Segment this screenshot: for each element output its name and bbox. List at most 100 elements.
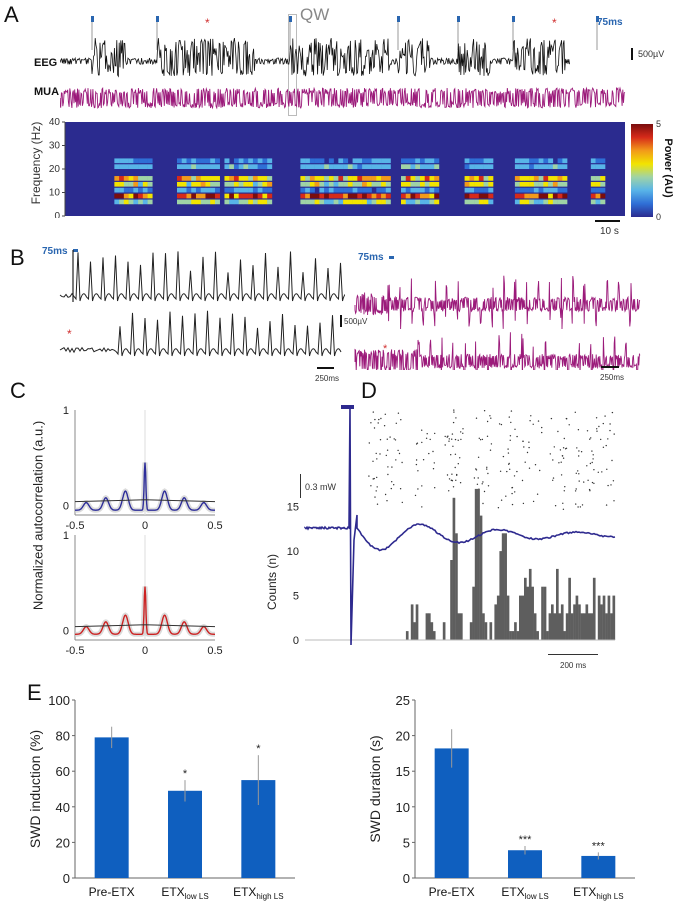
time-scale-label-b-left: 250ms	[315, 374, 340, 383]
e-ytick-label: 60	[56, 764, 70, 779]
raster-spike	[375, 490, 377, 492]
spectrogram-cell	[119, 199, 125, 205]
histogram-bar	[600, 604, 603, 640]
raster-spike	[386, 438, 388, 440]
spectrogram-cell	[238, 181, 244, 187]
spectrogram-cell	[205, 164, 211, 169]
spectrogram-cell	[548, 187, 554, 193]
spectrogram-cell	[309, 181, 315, 187]
spectrogram-cell	[262, 181, 268, 187]
spectrogram-cell	[376, 193, 382, 199]
histogram-bar	[533, 613, 537, 640]
spectrogram-cell	[257, 158, 263, 164]
spectrogram-cell	[347, 164, 353, 169]
spectrogram-cell	[548, 164, 554, 169]
raster-spike	[489, 415, 491, 417]
spectrogram-cell	[429, 193, 435, 199]
histogram-bar	[587, 613, 591, 640]
raster-spike	[507, 452, 510, 454]
spectrogram-cell	[338, 181, 344, 187]
spectrogram-cell	[401, 193, 406, 199]
spectrogram-cell	[195, 181, 201, 187]
spectrogram-cell	[328, 181, 334, 187]
spectrogram-cell	[590, 164, 596, 169]
raster-spike	[588, 488, 591, 491]
e-ytick-label: 20	[396, 729, 410, 744]
spectrogram-cell	[474, 164, 480, 169]
spectrogram-cell	[347, 176, 353, 181]
spectrogram-cell	[478, 199, 484, 205]
spectrogram-cell	[333, 181, 339, 187]
spectrogram-cell	[557, 199, 563, 205]
spectrogram-cell	[419, 181, 425, 187]
spectrogram-cell	[488, 193, 494, 199]
raster-spike	[549, 453, 551, 455]
time-scalebar-b-left	[317, 367, 334, 369]
spectrogram-cell	[229, 187, 235, 193]
spectrogram-cell	[483, 158, 489, 164]
e-category-label: ETXhigh LS	[573, 885, 623, 901]
spectrogram-cell	[224, 199, 230, 205]
spectrogram-cell	[376, 164, 382, 169]
spectrogram-cell	[478, 158, 484, 164]
histogram-bar	[546, 631, 549, 640]
d-ytick-label: 0	[293, 635, 299, 647]
spectrogram-cell	[533, 193, 539, 199]
raster-spike	[370, 422, 372, 424]
c-xtick-label: 0	[142, 645, 148, 657]
raster-spike	[593, 469, 595, 471]
spectrogram-cell	[595, 199, 601, 205]
raster-spike	[386, 500, 388, 502]
stim-marker-b-right	[389, 256, 394, 259]
spectrogram-cell	[138, 199, 144, 205]
spectrogram-cell	[319, 199, 325, 205]
raster-spike	[578, 455, 580, 457]
spectrogram-cell	[595, 181, 601, 187]
spectrogram-cell	[419, 187, 425, 193]
spectrogram-cell	[405, 164, 411, 169]
raster-spike	[451, 473, 453, 475]
spectrogram-cell	[469, 181, 475, 187]
spectrogram-cell	[338, 176, 344, 181]
raster-spike	[372, 411, 374, 413]
raster-spike	[421, 441, 423, 444]
raster-spike	[607, 438, 609, 440]
raster-spike	[401, 461, 403, 464]
spectrogram-cell	[305, 193, 311, 199]
swd-duration-chart: 0 5 10 15 20 25 SWD duration (s) Pre-ETX *** ETXl…	[367, 693, 635, 901]
histogram-bar	[524, 577, 527, 640]
raster-spike	[429, 438, 431, 441]
spectrogram-cell	[238, 158, 244, 164]
raster-spike	[566, 418, 568, 420]
qw-label: QW	[300, 5, 330, 24]
spectrogram-cell	[181, 187, 187, 193]
histogram-bar	[526, 586, 530, 640]
spectrogram-cell	[177, 187, 182, 193]
histogram-bar	[457, 613, 461, 640]
spectrogram-cell	[319, 193, 325, 199]
spectrogram-cell	[305, 199, 311, 205]
ytick-label: 40	[49, 118, 61, 128]
histogram-bar	[568, 577, 571, 640]
spectrogram-cell	[464, 164, 470, 169]
spectrogram-cell	[114, 158, 120, 164]
spectrogram-cell	[533, 199, 539, 205]
histogram-bar	[489, 622, 493, 640]
raster-spike	[398, 452, 401, 455]
e-category-subscript: low LS	[525, 892, 549, 901]
raster-spike	[604, 415, 606, 417]
spectrogram-cell	[319, 181, 325, 187]
spectrogram-cell	[314, 181, 320, 187]
raster-spike	[565, 447, 568, 449]
spectrogram-cell	[548, 193, 554, 199]
spectrogram-cell	[324, 176, 330, 181]
time-scale-label: 10 s	[600, 226, 619, 237]
spectrogram-cell	[405, 176, 411, 181]
raster-spike	[578, 450, 580, 452]
spectrogram-cell	[267, 158, 273, 164]
raster-spike	[401, 501, 403, 504]
spectrogram-cell	[385, 193, 391, 199]
raster-spike	[457, 463, 459, 465]
spectrogram-cell	[191, 199, 197, 205]
spectrogram-cell	[595, 158, 601, 164]
